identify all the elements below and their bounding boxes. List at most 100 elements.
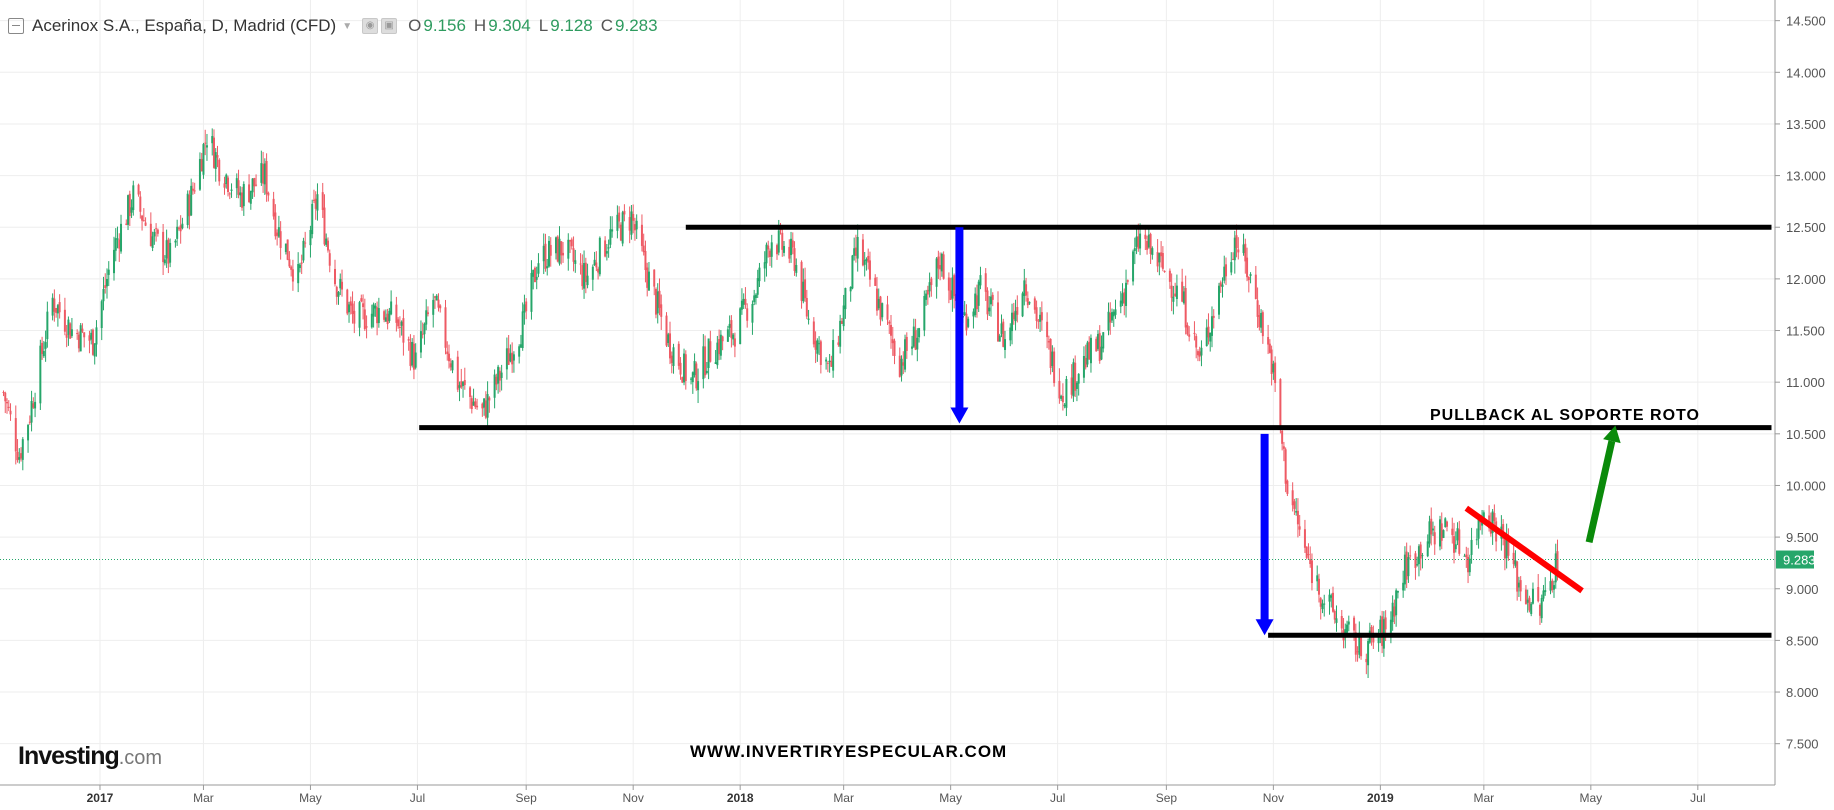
candle-body bbox=[298, 264, 301, 269]
eye-icon[interactable]: ◉ bbox=[362, 18, 379, 34]
candle-body bbox=[1065, 378, 1068, 408]
y-tick-label: 12.500 bbox=[1786, 220, 1826, 235]
candle-body bbox=[544, 243, 547, 269]
candle-body bbox=[1433, 532, 1436, 545]
candle-body bbox=[677, 343, 680, 366]
y-tick-label: 8.500 bbox=[1786, 633, 1819, 648]
candle-body bbox=[560, 241, 563, 256]
candle-body bbox=[186, 193, 189, 226]
candle-body bbox=[402, 318, 405, 343]
collapse-icon[interactable] bbox=[8, 18, 24, 34]
candle-body bbox=[1040, 312, 1043, 321]
candle-body bbox=[1098, 333, 1101, 361]
candle-body bbox=[867, 255, 870, 263]
candle-body bbox=[1526, 599, 1529, 603]
candle-body bbox=[1125, 282, 1128, 306]
candle-body bbox=[1409, 555, 1412, 557]
candle-body bbox=[1512, 552, 1515, 565]
candle-body bbox=[388, 310, 391, 321]
candle-body bbox=[1139, 233, 1142, 249]
candle-body bbox=[953, 275, 956, 297]
candle-body bbox=[426, 312, 429, 315]
candle-body bbox=[697, 381, 700, 391]
candle-body bbox=[756, 278, 759, 295]
candle-body bbox=[758, 267, 761, 282]
candle-body bbox=[202, 144, 205, 175]
candle-body bbox=[4, 392, 7, 402]
candle-body bbox=[398, 326, 401, 328]
candle-body bbox=[334, 268, 337, 285]
candle-body bbox=[618, 212, 621, 222]
candle-body bbox=[605, 251, 608, 254]
candle-body bbox=[511, 352, 514, 365]
candle-body bbox=[665, 315, 668, 346]
candle-body bbox=[1330, 595, 1333, 598]
candle-body bbox=[1011, 312, 1014, 332]
candle-body bbox=[27, 424, 30, 441]
candle-body bbox=[460, 381, 463, 388]
candle-body bbox=[372, 304, 375, 317]
candle-body bbox=[733, 338, 736, 347]
candle-body bbox=[365, 326, 368, 328]
time-axis[interactable]: 2017 Mar May Jul Sep Nov 2018 Mar May Jul Sep Nov 20… bbox=[0, 784, 1775, 805]
candle-body bbox=[91, 329, 94, 355]
settings-icon[interactable]: ▣ bbox=[381, 18, 398, 34]
candle-body bbox=[854, 247, 857, 256]
candle-body bbox=[339, 278, 342, 289]
candle-body bbox=[1004, 339, 1007, 350]
candle-body bbox=[1096, 334, 1099, 349]
candle-body bbox=[1144, 234, 1147, 239]
candle-body bbox=[533, 267, 536, 283]
candle-body bbox=[325, 238, 328, 245]
candle-body bbox=[67, 319, 70, 335]
candle-body bbox=[753, 295, 756, 303]
candle-body bbox=[525, 301, 528, 312]
candle-body bbox=[449, 363, 452, 368]
candle-body bbox=[1163, 270, 1166, 272]
y-tick-label: 10.000 bbox=[1786, 478, 1826, 493]
candle-body bbox=[297, 264, 300, 284]
candle-body bbox=[395, 304, 398, 323]
candle-body bbox=[349, 301, 352, 306]
candle-body bbox=[804, 279, 807, 299]
candle-body bbox=[1286, 480, 1289, 494]
candle-body bbox=[260, 163, 263, 183]
candle-body bbox=[1517, 582, 1520, 588]
candle-body bbox=[370, 313, 373, 328]
candle-body bbox=[1456, 528, 1459, 541]
y-tick-label: 12.000 bbox=[1786, 272, 1826, 287]
candle-body bbox=[1516, 561, 1519, 592]
candle-body bbox=[397, 319, 400, 327]
price-axis[interactable]: 14.500 14.000 13.500 13.000 12.500 12.000 11.5… bbox=[1774, 0, 1826, 785]
candle-body bbox=[719, 334, 722, 356]
candle-body bbox=[739, 308, 742, 345]
candle-body bbox=[781, 232, 784, 250]
candle-body bbox=[1519, 580, 1522, 592]
candle-body bbox=[1230, 262, 1233, 273]
candle-body bbox=[828, 360, 831, 363]
candle-body bbox=[95, 327, 98, 345]
candle-body bbox=[1260, 312, 1263, 328]
green-arrow-head bbox=[1603, 425, 1621, 444]
candle-body bbox=[1335, 618, 1338, 623]
candle-body bbox=[751, 303, 754, 323]
candle-body bbox=[1002, 321, 1005, 347]
candle-body bbox=[251, 178, 254, 193]
chevron-down-icon[interactable]: ▼ bbox=[342, 20, 353, 32]
candle-body bbox=[654, 288, 657, 315]
candle-body bbox=[191, 188, 194, 191]
candle-body bbox=[1109, 312, 1112, 323]
candle-body bbox=[1475, 539, 1478, 541]
candle-body bbox=[644, 251, 647, 271]
candle-body bbox=[965, 313, 968, 331]
x-tick-label: Mar bbox=[193, 791, 214, 805]
candle-body bbox=[1367, 641, 1370, 666]
candle-body bbox=[1353, 617, 1356, 631]
candle-body bbox=[20, 453, 23, 459]
candle-body bbox=[483, 398, 486, 408]
candle-body bbox=[1235, 235, 1238, 249]
candle-body bbox=[851, 255, 854, 289]
candle-body bbox=[1454, 544, 1457, 550]
candle-body bbox=[567, 239, 570, 259]
